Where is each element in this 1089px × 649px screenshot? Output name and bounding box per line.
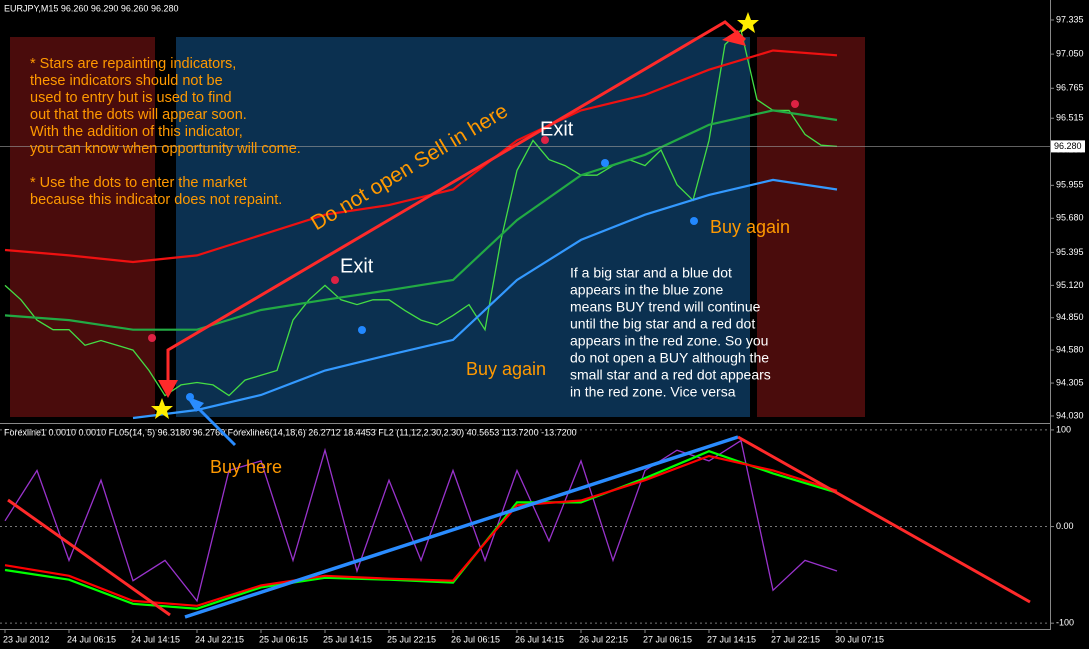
signal-dot <box>186 393 194 401</box>
y-tick-label: 95.955 <box>1056 180 1084 190</box>
signal-dot <box>331 276 339 284</box>
signal-dot <box>601 159 609 167</box>
note-line: you can know when opportunity will come. <box>30 141 301 157</box>
x-tick-label: 25 Jul 22:15 <box>387 634 436 644</box>
trend-line <box>737 435 1031 604</box>
y-tick-label: 94.030 <box>1056 410 1084 420</box>
y-tick-label: 96.515 <box>1056 113 1084 123</box>
buy-here-label: Buy here <box>210 457 282 477</box>
y-tick-label: 94.305 <box>1056 377 1084 387</box>
arrow-head <box>722 30 746 46</box>
y-tick-label: 96.765 <box>1056 83 1084 93</box>
last-price-label: 96.280 <box>1054 141 1082 151</box>
y-tick-label: 100 <box>1056 424 1071 434</box>
buy-zone <box>176 37 750 417</box>
y-tick-label: 97.335 <box>1056 14 1084 24</box>
y-tick-label: 95.120 <box>1056 280 1084 290</box>
y-tick-label: 0.00 <box>1056 521 1074 531</box>
x-tick-label: 24 Jul 22:15 <box>195 634 244 644</box>
y-tick-label: 97.050 <box>1056 49 1084 59</box>
note-line: * Stars are repainting indicators, <box>30 56 236 72</box>
note-line: do not open a BUY although the <box>570 350 769 366</box>
note-line: appears in the blue zone <box>570 282 724 298</box>
star-marker <box>737 12 759 33</box>
last-price-box <box>1051 140 1085 153</box>
series-line <box>4 439 838 603</box>
note-line: these indicators should not be <box>30 73 223 89</box>
trend-line <box>7 498 171 617</box>
note-line: If a big star and a blue dot <box>570 265 732 281</box>
note-line: appears in the red zone. So you <box>570 333 768 349</box>
trend-line <box>184 435 739 619</box>
x-tick-label: 26 Jul 06:15 <box>451 634 500 644</box>
note-line: in the red zone. Vice versa <box>570 384 736 400</box>
y-tick-label: 95.395 <box>1056 247 1084 257</box>
indicator-title: Forexline1 0.0010 0.0010 FL05(14, 5) 96.… <box>4 427 577 437</box>
note-line: small star and a red dot appears <box>570 367 771 383</box>
exit-label: Exit <box>340 255 374 277</box>
series-line <box>4 454 838 607</box>
sell-zone <box>757 37 865 417</box>
plot-layer <box>0 28 1050 624</box>
x-tick-label: 26 Jul 22:15 <box>579 634 628 644</box>
y-tick-label: 94.850 <box>1056 312 1084 322</box>
x-tick-label: 25 Jul 14:15 <box>323 634 372 644</box>
y-tick-label: -100 <box>1056 618 1074 628</box>
series-line <box>4 450 838 610</box>
note-line: used to entry but is used to find <box>30 90 232 106</box>
star-marker <box>151 398 173 419</box>
note-line: because this indicator does not repaint. <box>30 192 282 208</box>
y-tick-label: 95.680 <box>1056 213 1084 223</box>
signal-dot <box>358 326 366 334</box>
signal-dot <box>791 100 799 108</box>
series-line <box>4 49 838 264</box>
series-line <box>4 109 838 331</box>
note-line: means BUY trend will continue <box>570 299 761 315</box>
y-tick-label: 94.580 <box>1056 344 1084 354</box>
x-tick-label: 24 Jul 14:15 <box>131 634 180 644</box>
annotation-arrow <box>193 403 237 447</box>
note-line: until the big star and a red dot <box>570 316 755 332</box>
signal-dot <box>148 334 156 342</box>
x-tick-label: 26 Jul 14:15 <box>515 634 564 644</box>
signal-dot <box>541 136 549 144</box>
buy-again-label: Buy again <box>710 217 790 237</box>
series-line <box>132 178 838 420</box>
arrow-head <box>158 380 178 398</box>
x-tick-label: 27 Jul 06:15 <box>643 634 692 644</box>
buy-again-label: Buy again <box>466 359 546 379</box>
exit-label: Exit <box>540 118 574 140</box>
signal-dot <box>690 217 698 225</box>
note-line: * Use the dots to enter the market <box>30 175 247 191</box>
x-tick-label: 27 Jul 22:15 <box>771 634 820 644</box>
x-tick-label: 25 Jul 06:15 <box>259 634 308 644</box>
annotation-line <box>166 20 747 395</box>
x-tick-label: 27 Jul 14:15 <box>707 634 756 644</box>
note-line: With the addition of this indicator, <box>30 124 243 140</box>
chart-title: EURJPY,M15 96.260 96.290 96.260 96.280 <box>4 3 178 13</box>
x-tick-label: 23 Jul 2012 <box>3 634 50 644</box>
x-tick-label: 30 Jul 07:15 <box>835 634 884 644</box>
sell-zone <box>10 37 155 417</box>
x-tick-label: 24 Jul 06:15 <box>67 634 116 644</box>
series-line <box>4 28 838 397</box>
note-line: out that the dots will appear soon. <box>30 107 247 123</box>
